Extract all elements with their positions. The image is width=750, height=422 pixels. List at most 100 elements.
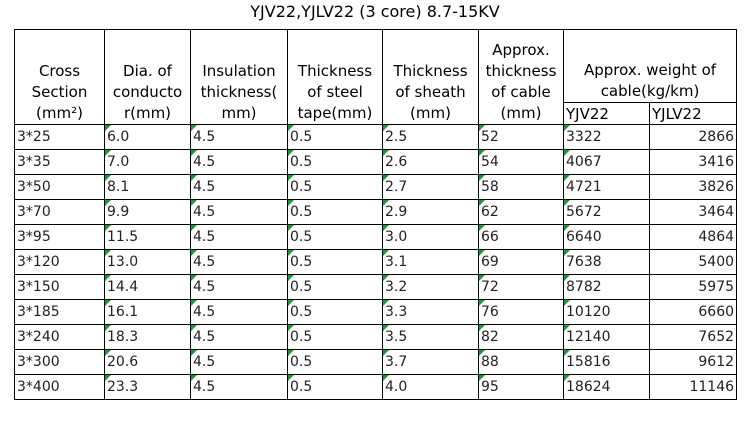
header-line: thickness xyxy=(485,62,557,80)
header-line: of cable xyxy=(491,83,551,101)
cell: 0.5 xyxy=(287,174,383,200)
cell: 4.5 xyxy=(190,324,288,350)
cell: 3*95 xyxy=(14,224,105,250)
cell: 0.5 xyxy=(287,224,383,250)
cell: 8.1 xyxy=(104,174,191,200)
cell: 0.5 xyxy=(287,124,383,150)
header-line: Dia. of xyxy=(123,62,172,80)
cell: 3*400 xyxy=(14,374,105,400)
data-row: 3*185 16.1 4.5 0.5 3.3 76 10120 6660 xyxy=(14,299,738,325)
cell: 10120 xyxy=(563,299,650,325)
header-line: thickness( xyxy=(200,83,278,101)
cell: 13.0 xyxy=(104,249,191,275)
cell: 3*50 xyxy=(14,174,105,200)
data-row: 3*120 13.0 4.5 0.5 3.1 69 7638 5400 xyxy=(14,249,738,275)
data-row: 3*300 20.6 4.5 0.5 3.7 88 15816 9612 xyxy=(14,349,738,375)
cell: 0.5 xyxy=(287,374,383,400)
cell: 4.5 xyxy=(190,299,288,325)
cell: 8782 xyxy=(563,274,650,300)
cell: 4.5 xyxy=(190,349,288,375)
cell: 18624 xyxy=(563,374,650,400)
cell: 15816 xyxy=(563,349,650,375)
cell: 0.5 xyxy=(287,274,383,300)
header-cell: Approx. weight of cable(kg/km) xyxy=(562,29,738,103)
cell: 3.1 xyxy=(382,249,479,275)
header-line: Approx. xyxy=(492,41,550,59)
cell: 9.9 xyxy=(104,199,191,225)
cell: 54 xyxy=(478,149,564,175)
cell: 5672 xyxy=(563,199,650,225)
cell: 4.5 xyxy=(190,249,288,275)
cell: 66 xyxy=(478,224,564,250)
cell: 3.0 xyxy=(382,224,479,250)
cell: 3.7 xyxy=(382,349,479,375)
cell: 4.5 xyxy=(190,224,288,250)
cell: 4.5 xyxy=(190,174,288,200)
cell: 23.3 xyxy=(104,374,191,400)
cell: 3464 xyxy=(648,199,738,225)
cell: 5400 xyxy=(648,249,738,275)
data-row: 3*240 18.3 4.5 0.5 3.5 82 12140 7652 xyxy=(14,324,738,350)
cell: 2.9 xyxy=(382,199,479,225)
cell: 4.5 xyxy=(190,199,288,225)
header-cell: Thickness of sheath (mm) xyxy=(382,29,479,125)
cell: 3*300 xyxy=(14,349,105,375)
data-row: 3*35 7.0 4.5 0.5 2.6 54 4067 3416 xyxy=(14,149,738,175)
cell: 6.0 xyxy=(104,124,191,150)
cell: 3*150 xyxy=(14,274,105,300)
cell: 72 xyxy=(478,274,564,300)
header-line: Approx. weight of xyxy=(583,61,717,79)
cell: 95 xyxy=(478,374,564,400)
cell: 6640 xyxy=(563,224,650,250)
header-cell: Cross Section (mm²) xyxy=(14,29,105,125)
data-row: 3*25 6.0 4.5 0.5 2.5 52 3322 2866 xyxy=(14,124,738,150)
cell: 3322 xyxy=(563,124,650,150)
cell: 14.4 xyxy=(104,274,191,300)
cell: 7638 xyxy=(563,249,650,275)
data-row: 3*50 8.1 4.5 0.5 2.7 58 4721 3826 xyxy=(14,174,738,200)
cell: 18.3 xyxy=(104,324,191,350)
header-line: of sheath xyxy=(395,83,466,101)
cell: 4721 xyxy=(563,174,650,200)
cell: 82 xyxy=(478,324,564,350)
header-line: (mm) xyxy=(500,104,542,122)
cell: 7.0 xyxy=(104,149,191,175)
cell: 6660 xyxy=(648,299,738,325)
cell: 3*120 xyxy=(14,249,105,275)
cell: 4.0 xyxy=(382,374,479,400)
subheader-cell: YJLV22 xyxy=(648,102,738,125)
header-line: Section xyxy=(31,83,88,101)
data-row: 3*95 11.5 4.5 0.5 3.0 66 6640 4864 xyxy=(14,224,738,250)
header-line: Insulation xyxy=(202,62,276,80)
cell: 4.5 xyxy=(190,374,288,400)
header-line: (mm²) xyxy=(36,104,83,122)
cell: 58 xyxy=(478,174,564,200)
cell: 0.5 xyxy=(287,149,383,175)
header-line: Thickness xyxy=(393,62,468,80)
header-line: Thickness xyxy=(297,62,373,80)
header-line: Cross xyxy=(38,62,81,80)
cell: 11.5 xyxy=(104,224,191,250)
cell: 3*185 xyxy=(14,299,105,325)
header-line: of steel xyxy=(307,83,363,101)
cell: 4864 xyxy=(648,224,738,250)
cell: 69 xyxy=(478,249,564,275)
header-line: (mm) xyxy=(410,104,451,122)
cell: 3.2 xyxy=(382,274,479,300)
cell: 2.7 xyxy=(382,174,479,200)
cell: 0.5 xyxy=(287,349,383,375)
cell: 3*25 xyxy=(14,124,105,150)
cell: 4067 xyxy=(563,149,650,175)
cell: 3826 xyxy=(648,174,738,200)
cell: 3*70 xyxy=(14,199,105,225)
header-cell: Dia. of conducto r(mm) xyxy=(104,29,191,125)
cable-table: Cross Section (mm²) Dia. of conducto r(mm) Ins… xyxy=(14,29,738,400)
cell: 3*240 xyxy=(14,324,105,350)
header-line: conducto xyxy=(112,83,183,101)
header-row: Cross Section (mm²) Dia. of conducto r(mm) Ins… xyxy=(14,29,738,125)
cell: 16.1 xyxy=(104,299,191,325)
cell: 52 xyxy=(478,124,564,150)
cell: 62 xyxy=(478,199,564,225)
header-line: tape(mm) xyxy=(297,104,373,122)
